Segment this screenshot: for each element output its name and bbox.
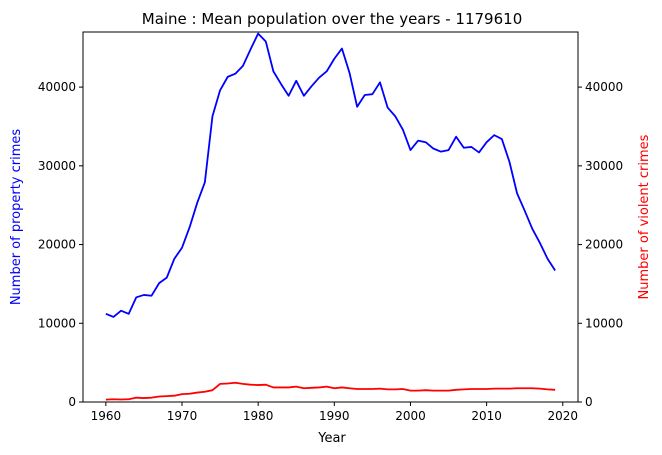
x-axis-ticks: 1960 1970 1980 1990 2000 2010 2020 [91,402,578,423]
x-axis-label: Year [317,431,346,446]
left-y-axis-ticks: 0 10000 20000 30000 40000 [38,80,83,409]
right-y-tick-label: 10000 [585,316,623,330]
violent-crimes-series-line [105,381,556,401]
left-y-tick-label: 40000 [38,80,76,94]
plot-frame [82,31,579,403]
left-y-tick-label: 0 [68,395,76,409]
right-y-axis-ticks: 0 10000 20000 30000 40000 [578,80,623,409]
property-crimes-series-line [105,32,556,318]
right-y-tick-label: 30000 [585,159,623,173]
right-y-tick-label: 20000 [585,238,623,252]
x-tick-label: 2000 [395,409,426,423]
x-tick-label: 1990 [319,409,350,423]
right-y-tick-label: 40000 [585,80,623,94]
left-y-tick-label: 20000 [38,238,76,252]
plot-area-border [82,31,579,403]
chart-title: Maine : Mean population over the years -… [142,10,523,28]
left-y-tick-label: 10000 [38,316,76,330]
x-tick-label: 1980 [243,409,274,423]
right-y-axis-label: Number of violent crimes [637,134,652,299]
left-y-tick-label: 30000 [38,159,76,173]
x-tick-label: 1960 [91,409,122,423]
series-layer [105,32,556,401]
x-tick-label: 1970 [167,409,198,423]
x-tick-label: 2020 [547,409,578,423]
x-tick-label: 2010 [471,409,502,423]
left-y-axis-label: Number of property crimes [9,129,24,306]
right-y-tick-label: 0 [585,395,593,409]
